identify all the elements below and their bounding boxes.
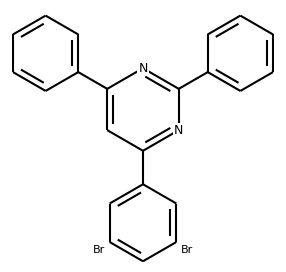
- Text: Br: Br: [181, 245, 193, 255]
- Text: Br: Br: [93, 245, 105, 255]
- Text: N: N: [138, 62, 148, 75]
- Text: N: N: [174, 124, 183, 137]
